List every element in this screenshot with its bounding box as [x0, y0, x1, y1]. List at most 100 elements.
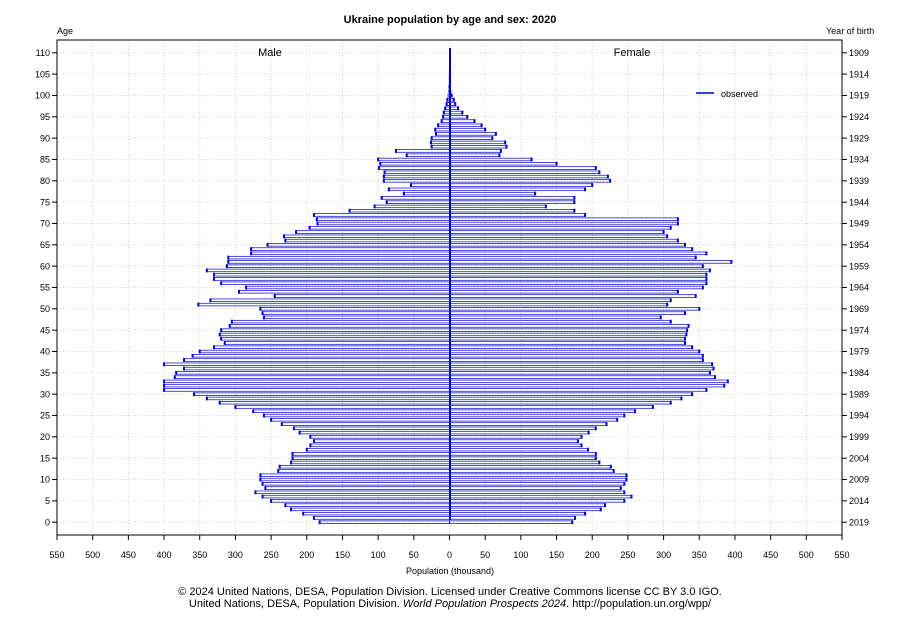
birth-year-tick-label: 1999	[849, 432, 869, 442]
x-tick-label: 450	[763, 550, 778, 560]
male-bar-age-34	[174, 375, 450, 379]
female-bar-age-78	[449, 187, 586, 192]
male-bar-age-87	[395, 149, 450, 153]
age-tick-label: 20	[40, 432, 50, 442]
male-bar-age-63	[250, 251, 450, 256]
birth-year-tick-label: 1979	[849, 347, 869, 357]
female-bar-age-29	[449, 396, 682, 401]
male-bar-age-84	[379, 162, 450, 166]
female-bar-age-63	[449, 251, 707, 256]
female-bar-age-33	[449, 379, 729, 384]
female-bar-age-25	[449, 413, 625, 418]
left-axis-title: Age	[57, 26, 73, 36]
x-tick-label: 100	[371, 550, 386, 560]
birth-year-tick-label: 1974	[849, 325, 869, 335]
x-tick-label: 300	[656, 550, 671, 560]
birth-year-tick-label: 1934	[849, 155, 869, 165]
female-bar-age-22	[449, 426, 597, 430]
male-bar-age-47	[231, 319, 450, 324]
age-tick-label: 50	[40, 304, 50, 314]
age-tick-label: 25	[40, 411, 50, 421]
male-bar-age-9	[262, 482, 450, 486]
age-tick-label: 0	[45, 517, 50, 527]
birth-year-tick-label: 1989	[849, 389, 869, 399]
x-tick-label: 450	[121, 550, 136, 560]
female-bar-age-54	[449, 290, 679, 294]
female-bar-age-73	[449, 209, 575, 213]
female-bar-age-56	[449, 281, 707, 285]
female-bar-age-32	[449, 383, 725, 388]
male-bar-age-16	[292, 452, 450, 456]
female-bar-age-71	[449, 217, 679, 221]
female-bar-age-57	[449, 277, 707, 281]
footer-citation-title: World Population Prospects 2024	[402, 598, 567, 610]
x-tick-label: 550	[834, 550, 849, 560]
female-bar-age-41	[449, 345, 693, 349]
female-bar-age-84	[449, 162, 557, 166]
female-bar-age-48	[449, 315, 662, 320]
birth-year-tick-label: 1924	[849, 112, 869, 122]
male-bar-age-8	[265, 486, 450, 490]
x-tick-label: 500	[799, 550, 814, 560]
female-bar-age-26	[449, 409, 636, 413]
age-tick-label: 75	[40, 197, 50, 207]
female-bar-age-67	[449, 234, 668, 238]
female-bar-age-4	[449, 503, 606, 507]
male-bar-age-38	[183, 358, 450, 362]
female-bar-age-95	[449, 115, 468, 119]
female-bar-age-14	[449, 460, 600, 465]
female-bar-age-11	[449, 473, 627, 477]
female-bar-age-16	[449, 452, 597, 456]
x-tick-label: 50	[480, 550, 490, 560]
male-bar-age-89	[430, 140, 450, 145]
birth-year-tick-label: 1929	[849, 133, 869, 143]
age-tick-label: 55	[40, 283, 50, 293]
female-bar-age-34	[449, 375, 716, 379]
x-tick-label: 350	[192, 550, 207, 560]
male-bar-age-86	[406, 153, 450, 157]
birth-year-tick-label: 2004	[849, 453, 869, 463]
male-bar-age-64	[250, 247, 450, 251]
male-bar-age-29	[206, 396, 450, 401]
male-bar-age-74	[374, 204, 450, 209]
male-bar-age-69	[309, 226, 450, 230]
female-bar-age-12	[449, 469, 614, 473]
male-bar-age-36	[183, 366, 450, 371]
female-bar-age-96	[449, 110, 463, 115]
male-bar-age-49	[262, 311, 450, 315]
male-bar-age-83	[378, 166, 450, 170]
male-bar-age-71	[316, 217, 450, 221]
footer-citation-prefix: United Nations, DESA, Population Divisio…	[188, 598, 403, 610]
male-bar-age-6	[262, 494, 450, 499]
female-bar-age-21	[449, 430, 590, 435]
female-bar-age-59	[449, 268, 711, 273]
male-bar-age-11	[260, 473, 450, 477]
female-bar-age-53	[449, 294, 697, 298]
female-bar-age-77	[449, 191, 536, 196]
birth-year-tick-label: 1949	[849, 219, 869, 229]
age-tick-label: 60	[40, 261, 50, 271]
female-label: Female	[614, 47, 651, 59]
male-bar-age-90	[431, 136, 450, 140]
male-bar-age-60	[226, 264, 450, 268]
male-bar-age-15	[292, 456, 450, 460]
male-bar-age-62	[227, 255, 450, 260]
male-bar-age-81	[383, 174, 450, 179]
male-bar-age-79	[410, 183, 450, 187]
female-bar-age-27	[449, 405, 654, 409]
male-bar-age-93	[437, 123, 450, 128]
female-bar-age-86	[449, 153, 500, 157]
female-bar-age-7	[449, 490, 625, 495]
female-bar-age-17	[449, 447, 589, 452]
birth-year-tick-label: 1939	[849, 176, 869, 186]
x-tick-label: 250	[620, 550, 635, 560]
birth-year-tick-label: 1919	[849, 91, 869, 101]
age-tick-label: 40	[40, 347, 50, 357]
female-bar-age-89	[449, 140, 506, 145]
age-tick-label: 30	[40, 389, 50, 399]
female-bar-age-66	[449, 238, 679, 243]
male-bar-age-53	[274, 294, 450, 298]
age-tick-label: 70	[40, 219, 50, 229]
birth-year-tick-label: 2014	[849, 496, 869, 506]
